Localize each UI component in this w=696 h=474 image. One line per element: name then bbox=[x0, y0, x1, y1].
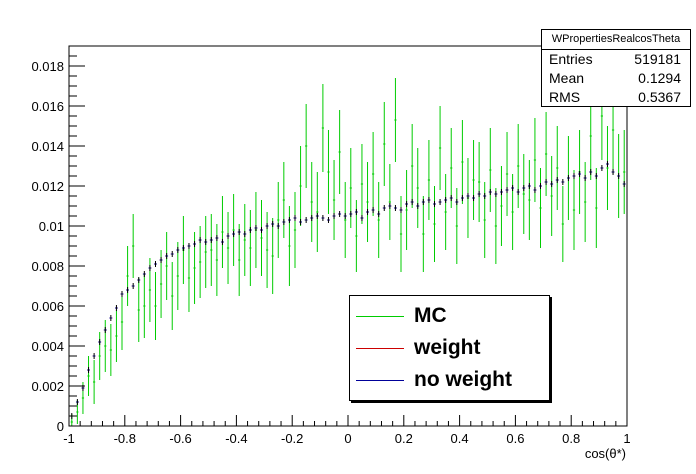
y-tick-label: 0.008 bbox=[31, 259, 64, 274]
y-tick-label: 0 bbox=[57, 419, 64, 434]
stats-value: 0.1294 bbox=[638, 70, 681, 86]
stats-label: Mean bbox=[549, 70, 585, 86]
no-weight-series bbox=[70, 161, 626, 419]
x-tick-label: 0.2 bbox=[395, 431, 413, 446]
legend-swatch-mc bbox=[356, 315, 404, 317]
legend-item-weight: weight bbox=[350, 334, 481, 362]
y-axis-ticks: 0 0.002 0.004 0.006 0.008 0.01 0.012 0.014 0.016… bbox=[31, 45, 85, 434]
x-tick-label: 0.6 bbox=[506, 431, 524, 446]
x-axis-title: cos(θ*) bbox=[585, 446, 626, 461]
y-tick-label: 0.012 bbox=[31, 179, 64, 194]
x-tick-label: -0.4 bbox=[225, 431, 247, 446]
legend-swatch-no-weight bbox=[356, 379, 404, 381]
x-tick-label: -1 bbox=[63, 431, 75, 446]
x-tick-label: 0 bbox=[344, 431, 351, 446]
x-tick-label: -0.2 bbox=[281, 431, 303, 446]
stats-row-mean: Mean 0.1294 bbox=[542, 69, 690, 88]
legend-item-no-weight: no weight bbox=[350, 366, 512, 394]
stats-row-entries: Entries 519181 bbox=[542, 50, 690, 69]
stats-value: 0.5367 bbox=[638, 89, 681, 105]
legend-item-mc: MC bbox=[350, 302, 447, 330]
x-tick-label: 1 bbox=[623, 431, 630, 446]
x-tick-label: -0.6 bbox=[169, 431, 191, 446]
stats-label: RMS bbox=[549, 89, 581, 105]
x-tick-label: 0.8 bbox=[562, 431, 580, 446]
stats-value: 519181 bbox=[634, 51, 681, 67]
stats-row-rms: RMS 0.5367 bbox=[542, 88, 690, 107]
legend-label-weight: weight bbox=[414, 336, 481, 359]
stats-box: WPropertiesRealcosTheta Entries 519181 M… bbox=[541, 29, 691, 107]
legend-label-mc: MC bbox=[414, 304, 447, 327]
y-tick-label: 0.004 bbox=[31, 339, 64, 354]
y-tick-label: 0.002 bbox=[31, 379, 64, 394]
x-tick-label: -0.8 bbox=[114, 431, 136, 446]
stats-label: Entries bbox=[549, 51, 593, 67]
legend-label-no-weight: no weight bbox=[414, 368, 512, 391]
stats-title: WPropertiesRealcosTheta bbox=[542, 30, 690, 50]
y-tick-label: 0.01 bbox=[39, 219, 64, 234]
y-tick-label: 0.006 bbox=[31, 299, 64, 314]
x-axis-ticks: -1 -0.8 -0.6 -0.4 -0.2 0 0.2 0.4 0.6 0.8 1 bbox=[63, 415, 631, 446]
legend: MC weight no weight bbox=[349, 295, 550, 401]
y-tick-label: 0.014 bbox=[31, 139, 64, 154]
y-tick-label: 0.016 bbox=[31, 99, 64, 114]
y-tick-label: 0.018 bbox=[31, 59, 64, 74]
x-tick-label: 0.4 bbox=[451, 431, 469, 446]
legend-swatch-weight bbox=[356, 347, 404, 349]
